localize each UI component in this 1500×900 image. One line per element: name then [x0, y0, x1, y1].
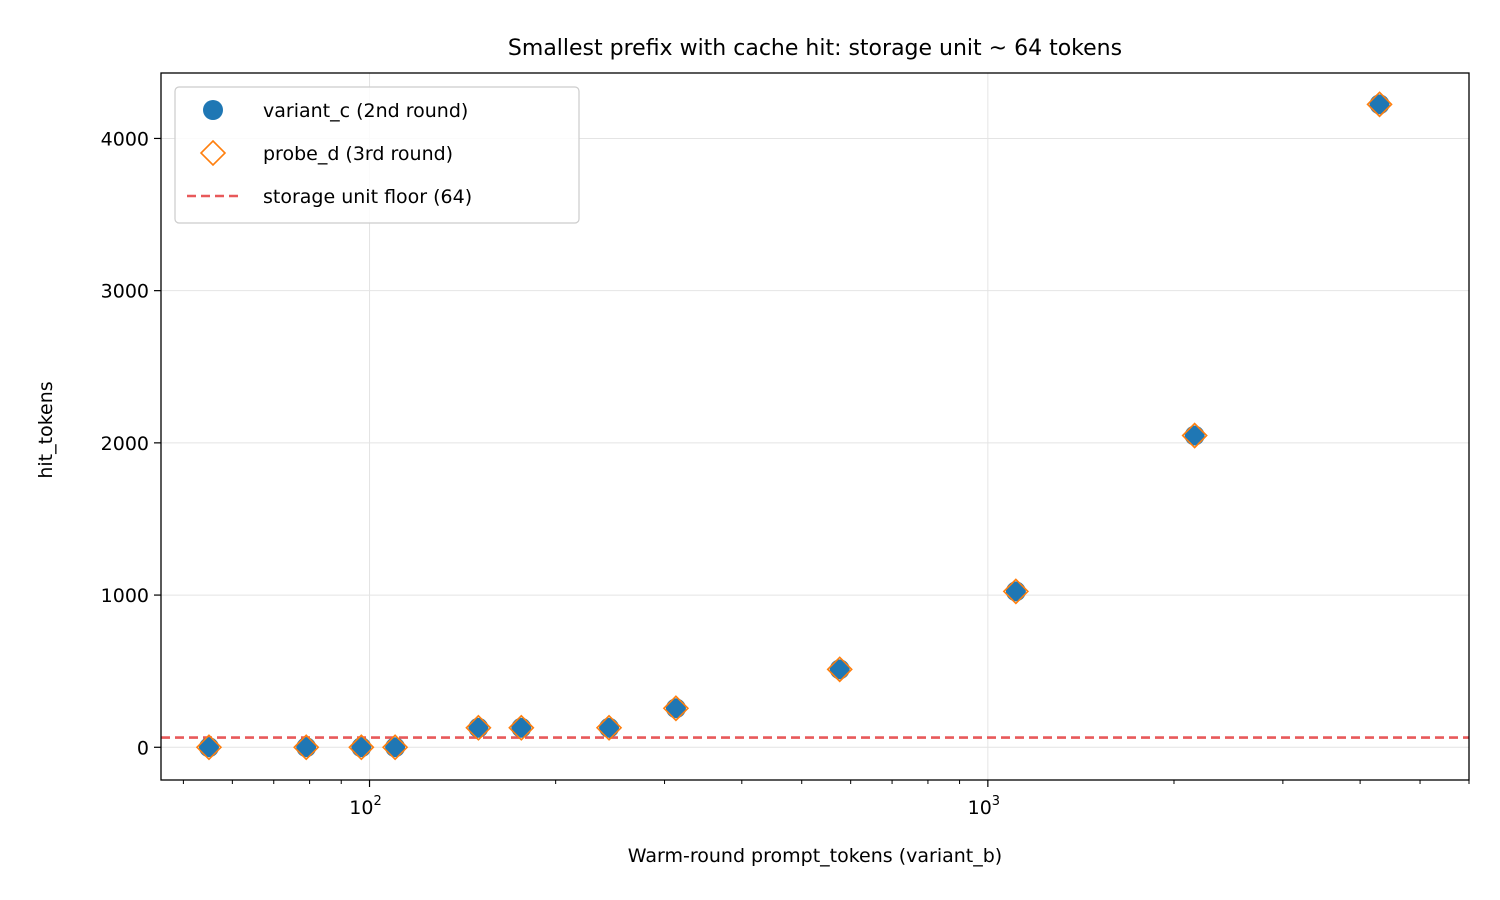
legend-box — [174, 86, 580, 224]
point-variant-c — [1369, 94, 1390, 115]
point-probe-d — [826, 656, 853, 683]
point-probe-d — [348, 734, 375, 761]
grid-lines — [161, 73, 1469, 780]
point-probe-d — [1181, 422, 1208, 449]
point-variant-c — [511, 717, 532, 738]
point-probe-d — [195, 734, 223, 761]
point-probe-d — [381, 734, 409, 761]
y-tick-label: 1000 — [101, 585, 149, 607]
x-tick-label: 103 — [968, 794, 1000, 819]
point-probe-d — [1002, 578, 1030, 605]
y-tick-label: 3000 — [101, 281, 149, 303]
legend-label: storage unit floor (64) — [263, 186, 472, 208]
x-axis-label: Warm-round prompt_tokens (variant_b) — [628, 845, 1002, 867]
x-tick-label: 102 — [349, 794, 381, 819]
x-axis: 102 103 — [182, 780, 1470, 819]
point-probe-d — [1366, 91, 1393, 118]
y-axis-label: hit_tokens — [35, 381, 57, 478]
plot-frame — [160, 72, 1470, 781]
point-probe-d — [662, 695, 690, 722]
point-variant-c — [351, 737, 372, 758]
point-variant-c — [198, 737, 219, 758]
point-variant-c — [599, 717, 620, 738]
legend-marker-probe-d — [199, 139, 227, 167]
point-probe-d — [465, 714, 492, 741]
y-tick-label: 4000 — [101, 128, 149, 150]
y-tick-label: 0 — [137, 737, 149, 759]
point-probe-d — [595, 714, 623, 741]
point-probe-d — [508, 714, 535, 741]
legend-marker-variant-c — [203, 100, 223, 120]
point-variant-c — [385, 737, 406, 758]
chart-title: Smallest prefix with cache hit: storage … — [508, 36, 1122, 61]
point-variant-c — [665, 698, 686, 719]
point-variant-c — [1184, 425, 1205, 446]
legend: variant_c (2nd round) probe_d (3rd round)… — [174, 86, 580, 224]
point-variant-c — [829, 659, 850, 680]
point-probe-d — [293, 734, 320, 761]
y-tick-label: 2000 — [101, 433, 149, 455]
legend-label: variant_c (2nd round) — [263, 100, 468, 122]
y-axis: 0 1000 2000 3000 4000 — [101, 128, 161, 759]
point-variant-c — [296, 737, 317, 758]
data-points — [195, 91, 1393, 761]
point-variant-c — [1005, 581, 1026, 602]
point-variant-c — [468, 717, 489, 738]
legend-label: probe_d (3rd round) — [263, 143, 453, 165]
